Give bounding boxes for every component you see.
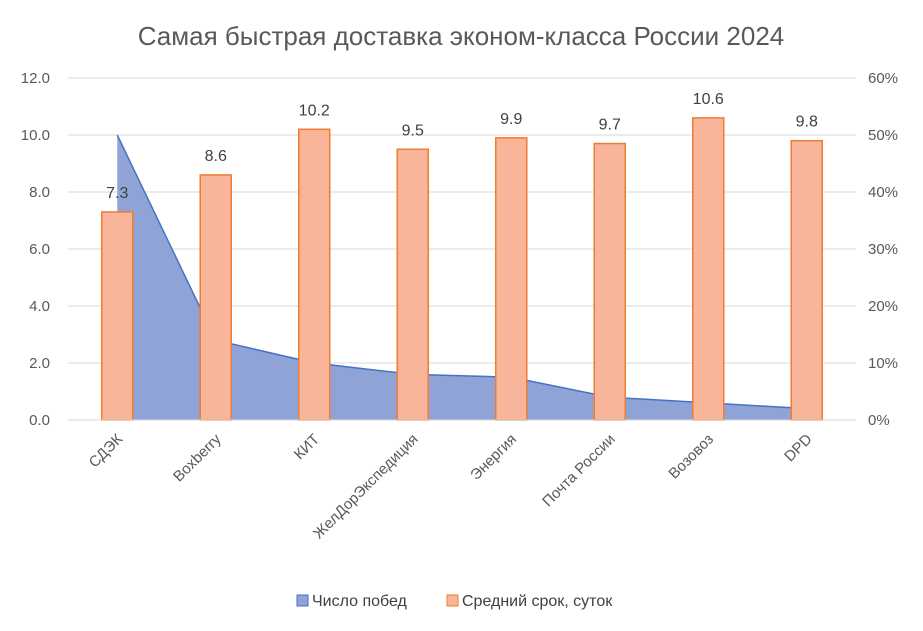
x-category-label: DPD [781,431,816,466]
bar-data-label: 10.6 [693,91,724,108]
x-category-label: КИТ [291,431,323,463]
x-category-label: СДЭК [86,431,127,472]
y-right-tick-label: 30% [868,241,898,258]
data-labels: 7.3 8.6 10.2 9.5 9.9 9.7 10.6 9.8 [106,91,818,202]
bar-data-label: 9.9 [500,111,522,128]
y-left-tick-label: 6.0 [29,241,50,258]
x-category-label: Возовоз [665,431,717,483]
y-left-tick-label: 8.0 [29,184,50,201]
chart-title: Самая быстрая доставка эконом-класса Рос… [138,21,785,51]
y-right-tick-label: 50% [868,127,898,144]
bar-sredniy-srok [199,174,232,421]
y-left-tick-label: 12.0 [21,70,50,87]
y-right-tick-label: 40% [868,184,898,201]
legend-swatch-chislo-pobed [296,594,309,607]
bar-sredniy-srok [692,117,725,421]
legend-swatch-sredniy-srok [446,594,459,607]
bar-sredniy-srok [593,142,626,421]
y-right-tick-label: 20% [868,298,898,315]
x-category-label: Почта России [539,431,618,510]
legend-label-sredniy-srok: Средний срок, суток [462,593,613,610]
bar-sredniy-srok [790,139,823,421]
bar-data-label: 7.3 [106,185,128,202]
area-fill-chislo-pobed [117,135,807,420]
bar-data-label: 9.7 [599,117,621,134]
y-left-tick-label: 2.0 [29,355,50,372]
x-category-label: Энергия [467,431,520,484]
y-right-tick-label: 10% [868,355,898,372]
area-line-chislo-pobed [116,134,807,410]
legend[interactable]: Число побед Средний срок, суток [296,593,613,610]
x-category-label: Boxberry [170,430,225,485]
y-left-tick-label: 0.0 [29,412,50,429]
bar-data-label: 9.8 [796,114,818,131]
bar-sredniy-srok [101,211,134,421]
bar-data-label: 8.6 [205,148,227,165]
x-category-label: ЖелДорЭкспедиция [310,431,421,542]
bar-data-label: 10.2 [299,102,330,119]
bar-sredniy-srok [298,128,331,421]
y-left-tick-label: 10.0 [21,127,50,144]
bar-sredniy-srok [495,137,528,421]
y-right-tick-label: 0% [868,412,890,429]
legend-label-chislo-pobed: Число побед [312,593,408,610]
y-left-tick-label: 4.0 [29,298,50,315]
bar-sredniy-srok [396,148,429,421]
bar-data-label: 9.5 [402,122,424,139]
y-right-tick-label: 60% [868,70,898,87]
